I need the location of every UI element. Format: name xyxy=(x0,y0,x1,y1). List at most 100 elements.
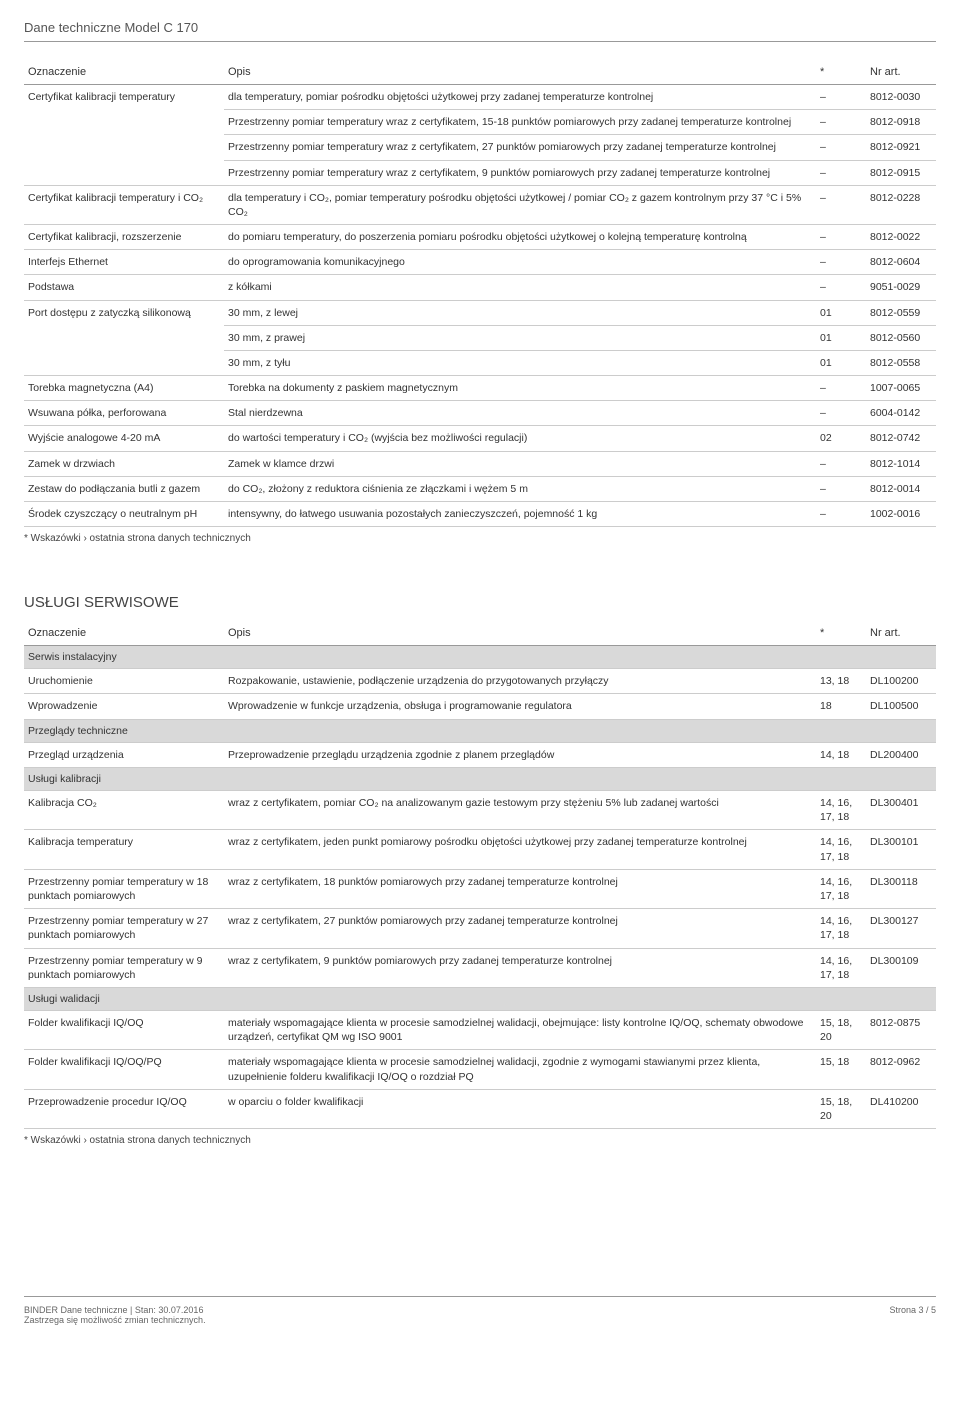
cell-nr: 8012-0604 xyxy=(866,250,936,275)
cell-oz: Przeprowadzenie procedur IQ/OQ xyxy=(24,1089,224,1128)
cell-oz: Przegląd urządzenia xyxy=(24,742,224,767)
table-row: Usługi walidacji xyxy=(24,987,936,1010)
cell-op: Przeprowadzenie przeglądu urządzenia zgo… xyxy=(224,742,816,767)
cell-op: Torebka na dokumenty z paskiem magnetycz… xyxy=(224,376,816,401)
cell-oznaczenie: Zestaw do podłączania butli z gazem xyxy=(24,476,224,501)
cell-nr: 8012-0921 xyxy=(866,135,936,160)
cell-nr: DL200400 xyxy=(866,742,936,767)
page-footer: BINDER Dane techniczne | Stan: 30.07.201… xyxy=(24,1296,936,1325)
cell-star: – xyxy=(816,376,866,401)
table-services: Oznaczenie Opis * Nr art. Serwis instala… xyxy=(24,621,936,1129)
cell-oz: Przestrzenny pomiar temperatury w 18 pun… xyxy=(24,869,224,908)
col-header-star: * xyxy=(816,621,866,646)
cell-nr: 8012-0022 xyxy=(866,225,936,250)
cell-op: Przestrzenny pomiar temperatury wraz z c… xyxy=(224,160,816,185)
table-row: Kalibracja temperaturywraz z certyfikate… xyxy=(24,830,936,869)
cell-nr: 8012-0742 xyxy=(866,426,936,451)
table-row: Wyjście analogowe 4-20 mAdo wartości tem… xyxy=(24,426,936,451)
cell-op: do CO₂, złożony z reduktora ciśnienia ze… xyxy=(224,476,816,501)
table-row: Torebka magnetyczna (A4)Torebka na dokum… xyxy=(24,376,936,401)
cell-star: – xyxy=(816,275,866,300)
section-cell: Przeglądy techniczne xyxy=(24,719,936,742)
table-row: Przestrzenny pomiar temperatury w 18 pun… xyxy=(24,869,936,908)
table-row: Przestrzenny pomiar temperatury w 27 pun… xyxy=(24,909,936,948)
cell-oznaczenie: Certyfikat kalibracji temperatury i CO₂ xyxy=(24,185,224,224)
cell-star: 15, 18, 20 xyxy=(816,1011,866,1050)
cell-op: Przestrzenny pomiar temperatury wraz z c… xyxy=(224,135,816,160)
cell-oz: Uruchomienie xyxy=(24,669,224,694)
cell-star: – xyxy=(816,476,866,501)
cell-oz: Folder kwalifikacji IQ/OQ xyxy=(24,1011,224,1050)
cell-op: wraz z certyfikatem, 18 punktów pomiarow… xyxy=(224,869,816,908)
section-cell: Usługi kalibracji xyxy=(24,767,936,790)
footnote: * Wskazówki › ostatnia strona danych tec… xyxy=(24,533,936,544)
cell-op: 30 mm, z lewej xyxy=(224,300,816,325)
cell-star: 02 xyxy=(816,426,866,451)
cell-op: Wprowadzenie w funkcje urządzenia, obsłu… xyxy=(224,694,816,719)
cell-op: do oprogramowania komunikacyjnego xyxy=(224,250,816,275)
cell-op: w oparciu o folder kwalifikacji xyxy=(224,1089,816,1128)
table-row: Przestrzenny pomiar temperatury w 9 punk… xyxy=(24,948,936,987)
col-header-nr: Nr art. xyxy=(866,60,936,85)
table-row: UruchomienieRozpakowanie, ustawienie, po… xyxy=(24,669,936,694)
table-row: Przegląd urządzeniaPrzeprowadzenie przeg… xyxy=(24,742,936,767)
cell-op: materiały wspomagające klienta w procesi… xyxy=(224,1050,816,1089)
cell-op: intensywny, do łatwego usuwania pozostał… xyxy=(224,501,816,526)
cell-star: 14, 16, 17, 18 xyxy=(816,869,866,908)
cell-star: – xyxy=(816,501,866,526)
table-row: Serwis instalacyjny xyxy=(24,646,936,669)
cell-nr: 8012-0962 xyxy=(866,1050,936,1089)
cell-star: 14, 18 xyxy=(816,742,866,767)
table-row: Kalibracja CO₂wraz z certyfikatem, pomia… xyxy=(24,791,936,830)
cell-op: wraz z certyfikatem, jeden punkt pomiaro… xyxy=(224,830,816,869)
cell-oznaczenie: Interfejs Ethernet xyxy=(24,250,224,275)
table-options: Oznaczenie Opis * Nr art. Certyfikat kal… xyxy=(24,60,936,527)
cell-oznaczenie: Torebka magnetyczna (A4) xyxy=(24,376,224,401)
cell-op: wraz z certyfikatem, 9 punktów pomiarowy… xyxy=(224,948,816,987)
cell-oznaczenie: Wyjście analogowe 4-20 mA xyxy=(24,426,224,451)
cell-nr: 8012-1014 xyxy=(866,451,936,476)
cell-oz: Przestrzenny pomiar temperatury w 9 punk… xyxy=(24,948,224,987)
cell-star: 14, 16, 17, 18 xyxy=(816,948,866,987)
cell-star: 15, 18, 20 xyxy=(816,1089,866,1128)
col-header-nr: Nr art. xyxy=(866,621,936,646)
cell-nr: 8012-0558 xyxy=(866,350,936,375)
table-row: Zestaw do podłączania butli z gazemdo CO… xyxy=(24,476,936,501)
cell-star: – xyxy=(816,110,866,135)
cell-oz: Folder kwalifikacji IQ/OQ/PQ xyxy=(24,1050,224,1089)
cell-oznaczenie: Środek czyszczący o neutralnym pH xyxy=(24,501,224,526)
page-title: Dane techniczne Model C 170 xyxy=(24,20,936,35)
cell-oznaczenie: Wsuwana półka, perforowana xyxy=(24,401,224,426)
col-header-oznaczenie: Oznaczenie xyxy=(24,60,224,85)
cell-nr: 8012-0228 xyxy=(866,185,936,224)
cell-op: 30 mm, z prawej xyxy=(224,325,816,350)
col-header-star: * xyxy=(816,60,866,85)
section-title-services: USŁUGI SERWISOWE xyxy=(24,594,936,611)
cell-nr: 8012-0875 xyxy=(866,1011,936,1050)
cell-nr: 8012-0560 xyxy=(866,325,936,350)
cell-star: 13, 18 xyxy=(816,669,866,694)
footer-right: Strona 3 / 5 xyxy=(889,1305,936,1325)
cell-nr: DL410200 xyxy=(866,1089,936,1128)
footer-left-2: Zastrzega się możliwość zmian techniczny… xyxy=(24,1315,206,1325)
cell-star: – xyxy=(816,401,866,426)
cell-nr: DL300127 xyxy=(866,909,936,948)
cell-star: 14, 16, 17, 18 xyxy=(816,791,866,830)
divider xyxy=(24,41,936,42)
footnote: * Wskazówki › ostatnia strona danych tec… xyxy=(24,1135,936,1146)
table-row: Przeglądy techniczne xyxy=(24,719,936,742)
cell-oz: Przestrzenny pomiar temperatury w 27 pun… xyxy=(24,909,224,948)
cell-star: – xyxy=(816,185,866,224)
section-cell: Usługi walidacji xyxy=(24,987,936,1010)
cell-oz: Kalibracja temperatury xyxy=(24,830,224,869)
cell-oznaczenie: Zamek w drzwiach xyxy=(24,451,224,476)
cell-nr: DL300118 xyxy=(866,869,936,908)
cell-nr: DL300401 xyxy=(866,791,936,830)
table-row: Folder kwalifikacji IQ/OQmateriały wspom… xyxy=(24,1011,936,1050)
cell-oznaczenie: Podstawa xyxy=(24,275,224,300)
cell-nr: DL100200 xyxy=(866,669,936,694)
table-row: Wsuwana półka, perforowanaStal nierdzewn… xyxy=(24,401,936,426)
col-header-oznaczenie: Oznaczenie xyxy=(24,621,224,646)
cell-oz: Wprowadzenie xyxy=(24,694,224,719)
footer-left-1: BINDER Dane techniczne | Stan: 30.07.201… xyxy=(24,1305,206,1315)
